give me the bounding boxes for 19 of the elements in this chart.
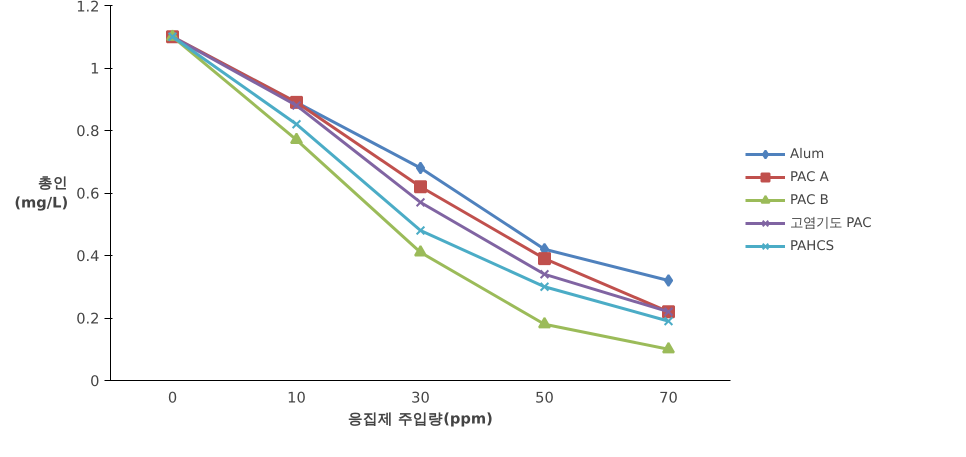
x-tick-label: 0 [168,390,178,406]
y-tick-label: 1 [90,60,100,78]
y-tick-label: 0.2 [76,310,100,328]
y-axis-title: 총인 (mg/L) [14,174,68,212]
y-tick-label: 0.4 [76,248,100,265]
x-tick-label: 10 [287,390,306,406]
x-tick-label: 30 [411,390,430,406]
y-tick-label: 1.2 [76,0,100,16]
y-tick-label: 0.8 [76,123,100,140]
legend-label: 고염기도 PAC [790,215,872,232]
legend-label: PAHCS [790,238,834,254]
legend-label: PAC A [790,170,829,184]
x-axis-title: 응집제 주입량(ppm) [348,410,493,428]
y-tick-label: 0 [90,373,100,390]
x-tick-label: 70 [659,390,678,406]
x-tick-label: 50 [535,390,554,406]
y-tick-label: 0.6 [76,186,100,202]
legend-label: Alum [790,146,824,162]
legend-label: PAC B [790,192,829,208]
